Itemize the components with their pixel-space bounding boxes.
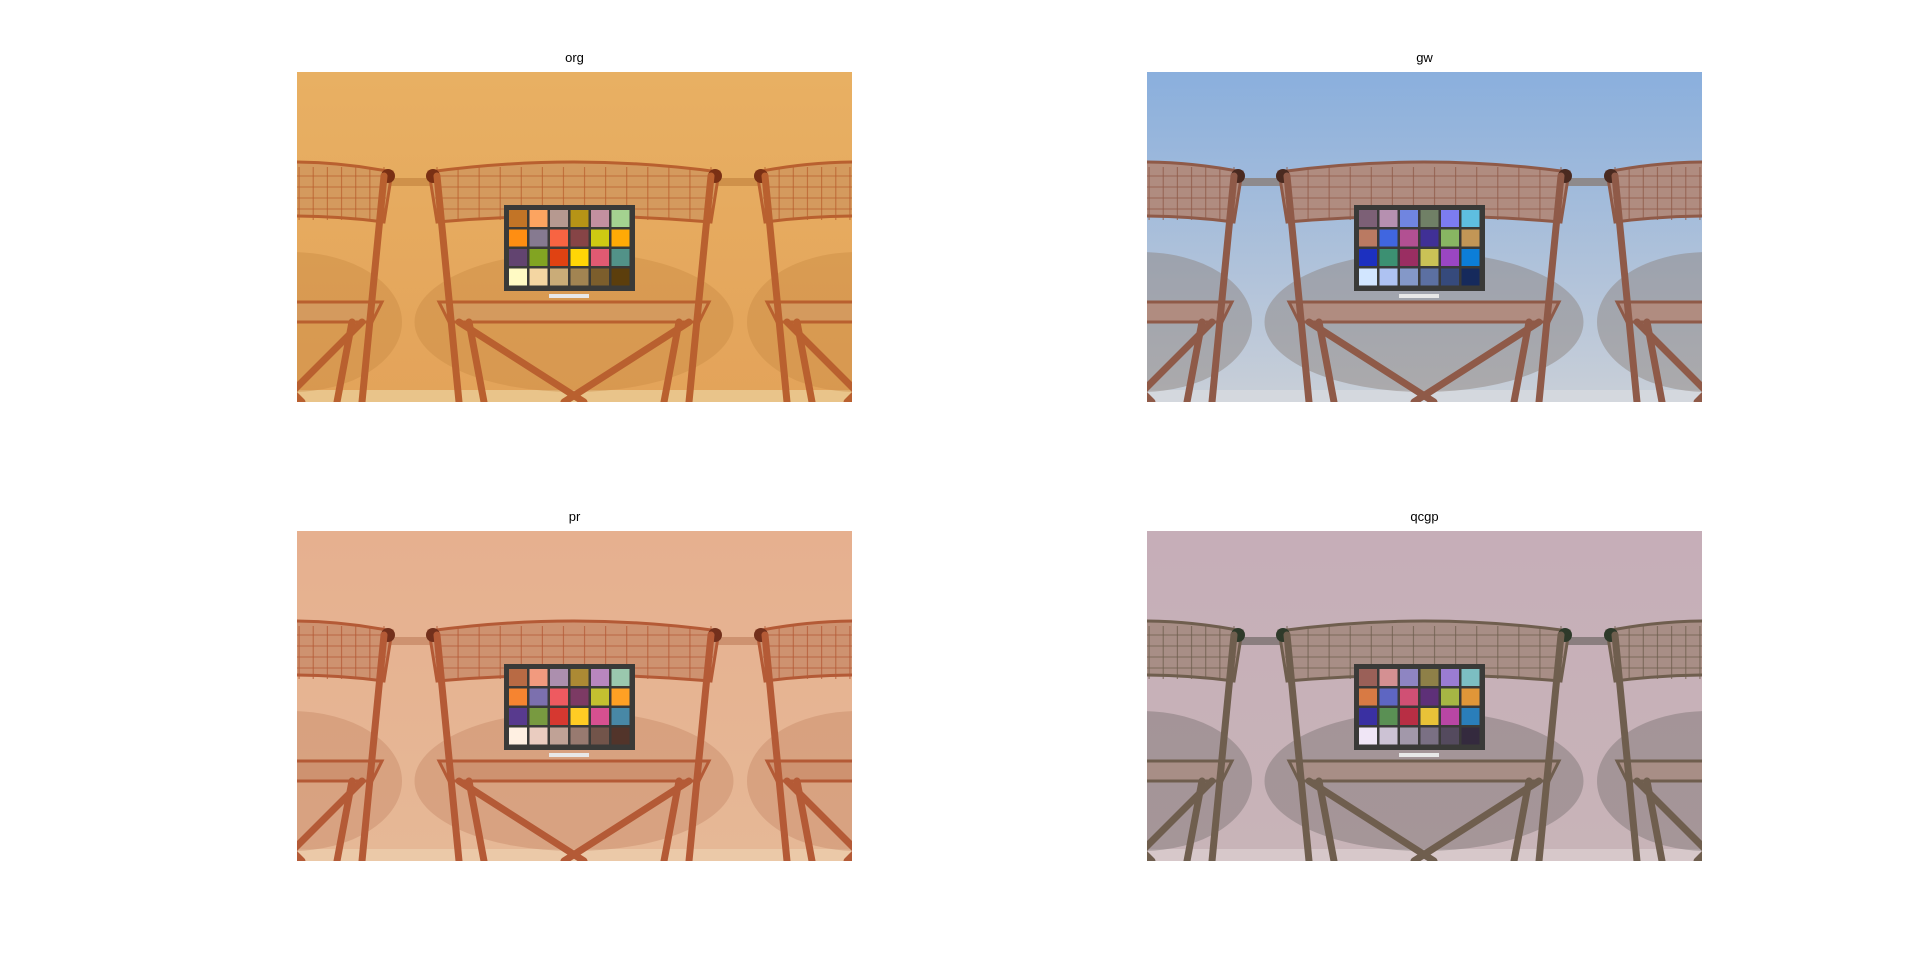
- photo-org: [297, 72, 852, 402]
- color-checker: [504, 205, 635, 298]
- panel-title: pr: [568, 509, 581, 524]
- photo-gw: [1147, 72, 1702, 402]
- panel-gw: gw: [1147, 50, 1702, 402]
- color-checker: [504, 664, 635, 757]
- photo-pr: [297, 531, 852, 861]
- panel-title: gw: [1416, 50, 1433, 65]
- panel-qcgp: qcgp: [1147, 509, 1702, 861]
- panel-pr: pr: [297, 509, 852, 861]
- photo-canvas: [297, 72, 852, 402]
- panel-title: org: [565, 50, 584, 65]
- photo-qcgp: [1147, 531, 1702, 861]
- photo-canvas: [1147, 72, 1702, 402]
- photo-canvas: [297, 531, 852, 861]
- photo-canvas: [1147, 531, 1702, 861]
- panel-title: qcgp: [1410, 509, 1439, 524]
- panel-org: org: [297, 50, 852, 402]
- color-checker: [1354, 205, 1485, 298]
- color-checker: [1354, 664, 1485, 757]
